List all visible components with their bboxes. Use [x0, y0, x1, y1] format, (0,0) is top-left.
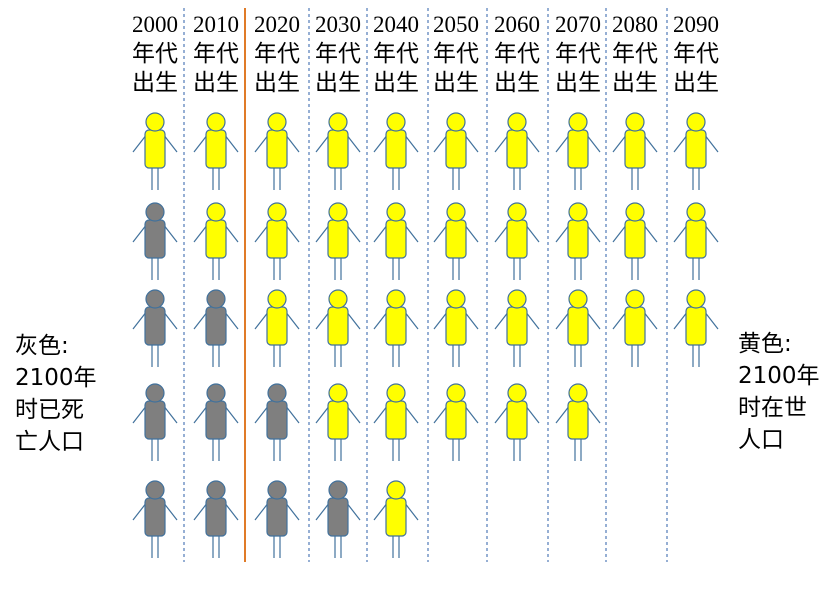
dead-person-icon [132, 480, 178, 558]
dead-person-icon [193, 383, 239, 461]
decade-header-line: 年代 [612, 41, 658, 66]
decade-header-line: 出生 [254, 70, 300, 95]
dead-person-icon [132, 289, 178, 367]
decade-column-header: 2010 年代出生 [186, 10, 246, 97]
decade-header-line: 年代 [254, 41, 300, 66]
decade-column-header: 2090 年代出生 [666, 10, 726, 97]
dead-legend-line: 2100年 [15, 365, 97, 391]
decade-column-header: 2060 年代出生 [487, 10, 547, 97]
alive-person-icon [555, 112, 601, 190]
alive-person-icon [254, 289, 300, 367]
decade-column-header: 2050 年代出生 [426, 10, 486, 97]
alive-person-icon [494, 383, 540, 461]
decade-header-line: 年代 [673, 41, 719, 66]
decade-header-line: 2080 [612, 12, 658, 37]
dead-person-icon [132, 383, 178, 461]
alive-legend-line: 黄色: [738, 331, 792, 357]
alive-legend: 黄色: 2100年 时在世 人口 [738, 328, 820, 456]
decade-header-line: 出生 [373, 70, 419, 95]
alive-person-icon [132, 112, 178, 190]
alive-legend-line: 2100年 [738, 363, 820, 389]
decade-column-header: 2040 年代出生 [366, 10, 426, 97]
alive-person-icon [433, 383, 479, 461]
dead-person-icon [254, 480, 300, 558]
alive-person-icon [612, 202, 658, 280]
dead-person-icon [315, 480, 361, 558]
decade-header-line: 2090 [673, 12, 719, 37]
decade-header-line: 出生 [612, 70, 658, 95]
alive-person-icon [373, 480, 419, 558]
decade-header-line: 年代 [494, 41, 540, 66]
alive-person-icon [373, 112, 419, 190]
dead-person-icon [254, 383, 300, 461]
decade-header-line: 2050 [433, 12, 479, 37]
dead-legend: 灰色: 2100年 时已死 亡人口 [15, 330, 97, 458]
decade-header-line: 年代 [132, 41, 178, 66]
decade-header-line: 年代 [373, 41, 419, 66]
decade-header-line: 2040 [373, 12, 419, 37]
alive-person-icon [494, 202, 540, 280]
decade-header-line: 出生 [555, 70, 601, 95]
decade-header-line: 年代 [555, 41, 601, 66]
alive-person-icon [315, 383, 361, 461]
alive-person-icon [373, 202, 419, 280]
alive-person-icon [254, 112, 300, 190]
alive-person-icon [612, 289, 658, 367]
decade-column-header: 2000 年代出生 [125, 10, 185, 97]
alive-person-icon [494, 112, 540, 190]
alive-person-icon [555, 202, 601, 280]
dead-person-icon [132, 202, 178, 280]
alive-person-icon [673, 202, 719, 280]
decade-header-line: 2030 [315, 12, 361, 37]
alive-person-icon [373, 289, 419, 367]
dead-legend-line: 时已死 [15, 397, 84, 423]
alive-person-icon [673, 112, 719, 190]
dead-legend-line: 灰色: [15, 333, 69, 359]
alive-person-icon [193, 112, 239, 190]
alive-person-icon [494, 289, 540, 367]
decade-header-line: 出生 [193, 70, 239, 95]
alive-person-icon [315, 112, 361, 190]
decade-header-line: 2070 [555, 12, 601, 37]
decade-header-line: 2020 [254, 12, 300, 37]
dead-person-icon [193, 480, 239, 558]
decade-column-header: 2080 年代出生 [605, 10, 665, 97]
alive-person-icon [555, 383, 601, 461]
alive-person-icon [433, 289, 479, 367]
dead-legend-line: 亡人口 [15, 429, 84, 455]
decade-column-header: 2070 年代出生 [548, 10, 608, 97]
decade-column-header: 2030 年代出生 [308, 10, 368, 97]
decade-header-line: 年代 [193, 41, 239, 66]
alive-person-icon [315, 289, 361, 367]
alive-person-icon [555, 289, 601, 367]
alive-legend-line: 时在世 [738, 395, 807, 421]
decade-header-line: 出生 [673, 70, 719, 95]
decade-header-line: 出生 [494, 70, 540, 95]
alive-legend-line: 人口 [738, 427, 784, 453]
decade-header-line: 2060 [494, 12, 540, 37]
decade-header-line: 出生 [433, 70, 479, 95]
alive-person-icon [612, 112, 658, 190]
alive-person-icon [193, 202, 239, 280]
decade-column-header: 2020 年代出生 [247, 10, 307, 97]
alive-person-icon [673, 289, 719, 367]
decade-header-line: 2000 [132, 12, 178, 37]
decade-header-line: 年代 [433, 41, 479, 66]
decade-header-line: 年代 [315, 41, 361, 66]
alive-person-icon [433, 202, 479, 280]
alive-person-icon [254, 202, 300, 280]
dead-person-icon [193, 289, 239, 367]
decade-header-line: 2010 [193, 12, 239, 37]
alive-person-icon [315, 202, 361, 280]
alive-person-icon [373, 383, 419, 461]
decade-header-line: 出生 [132, 70, 178, 95]
decade-header-line: 出生 [315, 70, 361, 95]
alive-person-icon [433, 112, 479, 190]
